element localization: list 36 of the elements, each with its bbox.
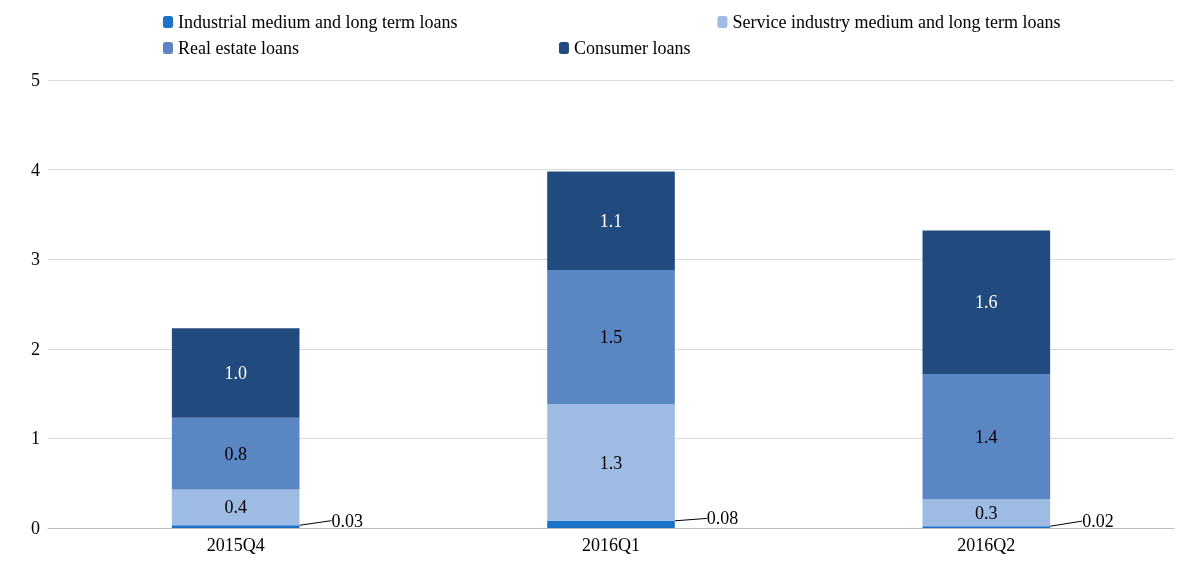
data-label: 0.03 xyxy=(331,510,363,531)
legend-label: Service industry medium and long term loans xyxy=(732,12,1061,32)
y-tick-label: 2 xyxy=(31,338,40,359)
data-label: 1.3 xyxy=(599,452,623,473)
x-tick-label: 2015Q4 xyxy=(206,535,265,555)
y-tick-label: 1 xyxy=(31,428,40,449)
bar xyxy=(547,404,675,521)
data-label: 1.4 xyxy=(975,426,998,447)
data-label: 1.5 xyxy=(599,327,623,348)
data-label: 0.3 xyxy=(975,502,998,523)
legend-label: Real estate loans xyxy=(178,38,299,58)
legend-label: Industrial medium and long term loans xyxy=(178,12,458,32)
y-tick-label: 0 xyxy=(31,518,40,538)
data-label: 0.8 xyxy=(224,443,247,464)
bar xyxy=(922,499,1051,527)
y-tick-label: 3 xyxy=(31,249,40,270)
bar xyxy=(547,520,675,528)
data-label: 1.1 xyxy=(599,210,623,231)
bar xyxy=(547,171,675,270)
data-label: 0.02 xyxy=(1082,511,1114,532)
bar xyxy=(171,489,300,526)
bar xyxy=(171,328,300,418)
y-tick-label: 4 xyxy=(31,159,40,180)
bar xyxy=(171,525,300,528)
data-label: 0.4 xyxy=(224,497,247,518)
bar xyxy=(922,230,1051,374)
bar xyxy=(171,417,300,490)
x-tick-label: 2016Q2 xyxy=(957,535,1016,555)
data-label: 1.6 xyxy=(975,292,998,313)
y-tick-label: 5 xyxy=(31,70,40,90)
data-label: 1.0 xyxy=(224,362,247,383)
legend-label: Consumer loans xyxy=(573,38,691,58)
bar xyxy=(547,269,675,405)
x-tick-label: 2016Q1 xyxy=(582,535,640,555)
bar xyxy=(922,373,1051,500)
data-label: 0.08 xyxy=(706,508,739,529)
